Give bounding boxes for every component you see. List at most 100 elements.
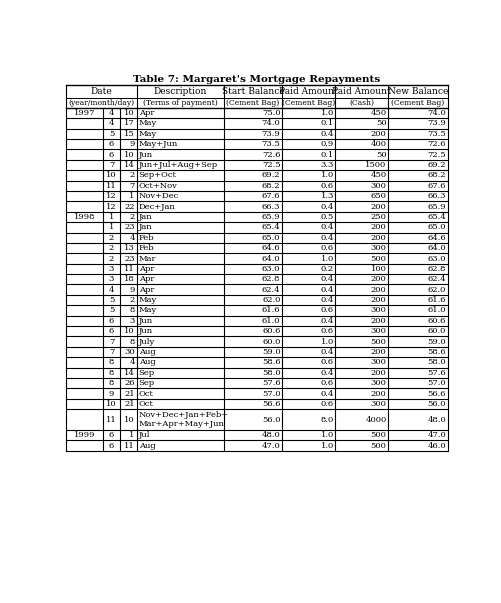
Text: Date: Date xyxy=(91,87,112,96)
Text: 62.0: 62.0 xyxy=(428,286,446,294)
Text: Table 7: Margaret's Mortgage Repayments: Table 7: Margaret's Mortgage Repayments xyxy=(133,75,380,84)
Text: 0.5: 0.5 xyxy=(321,213,334,221)
Text: 64.6: 64.6 xyxy=(262,244,281,252)
Text: 450: 450 xyxy=(370,171,387,179)
Text: 73.5: 73.5 xyxy=(262,140,281,148)
Text: 200: 200 xyxy=(371,286,387,294)
Text: Oct: Oct xyxy=(139,390,153,397)
Text: 300: 300 xyxy=(371,379,387,387)
Text: 58.0: 58.0 xyxy=(262,369,281,377)
Text: 1.0: 1.0 xyxy=(321,441,334,450)
Text: 250: 250 xyxy=(371,213,387,221)
Text: 62.8: 62.8 xyxy=(428,265,446,273)
Text: 1.0: 1.0 xyxy=(321,254,334,262)
Text: 60.6: 60.6 xyxy=(262,327,281,335)
Text: 6: 6 xyxy=(109,441,114,450)
Text: 15: 15 xyxy=(124,130,135,137)
Text: 7: 7 xyxy=(109,161,114,169)
Text: Apr: Apr xyxy=(139,109,154,117)
Text: 200: 200 xyxy=(371,203,387,210)
Text: 65.0: 65.0 xyxy=(428,223,446,232)
Text: 65.9: 65.9 xyxy=(428,203,446,210)
Text: 59.0: 59.0 xyxy=(262,348,281,356)
Text: 73.5: 73.5 xyxy=(427,130,446,137)
Text: 3: 3 xyxy=(129,317,135,325)
Text: Jun: Jun xyxy=(139,327,153,335)
Text: 10: 10 xyxy=(124,109,135,117)
Text: Nov+Dec+Jan+Feb+: Nov+Dec+Jan+Feb+ xyxy=(139,411,228,419)
Text: 12: 12 xyxy=(106,203,117,210)
Text: 62.4: 62.4 xyxy=(262,286,281,294)
Text: 200: 200 xyxy=(371,369,387,377)
Text: 0.9: 0.9 xyxy=(321,140,334,148)
Text: Oct: Oct xyxy=(139,400,153,408)
Text: 2: 2 xyxy=(109,234,114,242)
Text: May: May xyxy=(139,119,157,127)
Text: 7: 7 xyxy=(109,338,114,346)
Text: (Cash): (Cash) xyxy=(349,99,374,107)
Text: 9: 9 xyxy=(129,140,135,148)
Text: 48.0: 48.0 xyxy=(427,415,446,424)
Text: 60.0: 60.0 xyxy=(262,338,281,346)
Text: 58.6: 58.6 xyxy=(428,348,446,356)
Text: 60.6: 60.6 xyxy=(428,317,446,325)
Text: 62.4: 62.4 xyxy=(428,276,446,283)
Text: Jan: Jan xyxy=(139,213,152,221)
Text: May: May xyxy=(139,130,157,137)
Text: Aug: Aug xyxy=(139,441,155,450)
Text: 56.6: 56.6 xyxy=(428,390,446,397)
Text: (Cement Bag): (Cement Bag) xyxy=(391,99,444,107)
Text: 74.0: 74.0 xyxy=(262,119,281,127)
Text: 18: 18 xyxy=(124,276,135,283)
Text: 300: 300 xyxy=(371,400,387,408)
Text: 72.5: 72.5 xyxy=(428,151,446,159)
Text: May: May xyxy=(139,296,157,304)
Text: 0.4: 0.4 xyxy=(321,276,334,283)
Text: 0.6: 0.6 xyxy=(321,306,334,315)
Text: 46.0: 46.0 xyxy=(428,441,446,450)
Text: 72.5: 72.5 xyxy=(262,161,281,169)
Text: 1.0: 1.0 xyxy=(321,171,334,179)
Text: 69.2: 69.2 xyxy=(262,171,281,179)
Text: 1998: 1998 xyxy=(74,213,95,221)
Text: 4: 4 xyxy=(109,109,114,117)
Text: 1.0: 1.0 xyxy=(321,109,334,117)
Text: 300: 300 xyxy=(371,358,387,367)
Text: 200: 200 xyxy=(371,296,387,304)
Text: 73.9: 73.9 xyxy=(427,119,446,127)
Text: 12: 12 xyxy=(106,192,117,200)
Text: 4: 4 xyxy=(129,358,135,367)
Text: 500: 500 xyxy=(371,431,387,439)
Text: 64.0: 64.0 xyxy=(262,254,281,262)
Text: New Balance: New Balance xyxy=(388,87,448,96)
Text: 200: 200 xyxy=(371,234,387,242)
Text: 50: 50 xyxy=(376,119,387,127)
Text: 500: 500 xyxy=(371,441,387,450)
Text: 1500: 1500 xyxy=(365,161,387,169)
Text: Nov+Dec: Nov+Dec xyxy=(139,192,179,200)
Text: 14: 14 xyxy=(124,369,135,377)
Text: Mar+Apr+May+Jun: Mar+Apr+May+Jun xyxy=(139,420,224,428)
Text: 11: 11 xyxy=(106,182,117,190)
Text: 2: 2 xyxy=(109,244,114,252)
Text: 74.0: 74.0 xyxy=(427,109,446,117)
Text: 8: 8 xyxy=(109,358,114,367)
Text: 23: 23 xyxy=(124,223,135,232)
Text: 68.2: 68.2 xyxy=(262,182,281,190)
Text: 0.4: 0.4 xyxy=(321,203,334,210)
Text: 0.4: 0.4 xyxy=(321,234,334,242)
Text: (Terms of payment): (Terms of payment) xyxy=(143,99,218,107)
Text: 400: 400 xyxy=(371,140,387,148)
Text: 300: 300 xyxy=(371,306,387,315)
Text: 9: 9 xyxy=(109,390,114,397)
Text: 0.4: 0.4 xyxy=(321,317,334,325)
Text: 11: 11 xyxy=(106,415,117,424)
Text: 59.0: 59.0 xyxy=(428,338,446,346)
Text: 57.6: 57.6 xyxy=(428,369,446,377)
Text: 65.4: 65.4 xyxy=(427,213,446,221)
Text: 62.8: 62.8 xyxy=(262,276,281,283)
Text: 63.0: 63.0 xyxy=(262,265,281,273)
Text: 3: 3 xyxy=(109,276,114,283)
Text: Start Balance: Start Balance xyxy=(221,87,284,96)
Text: 200: 200 xyxy=(371,317,387,325)
